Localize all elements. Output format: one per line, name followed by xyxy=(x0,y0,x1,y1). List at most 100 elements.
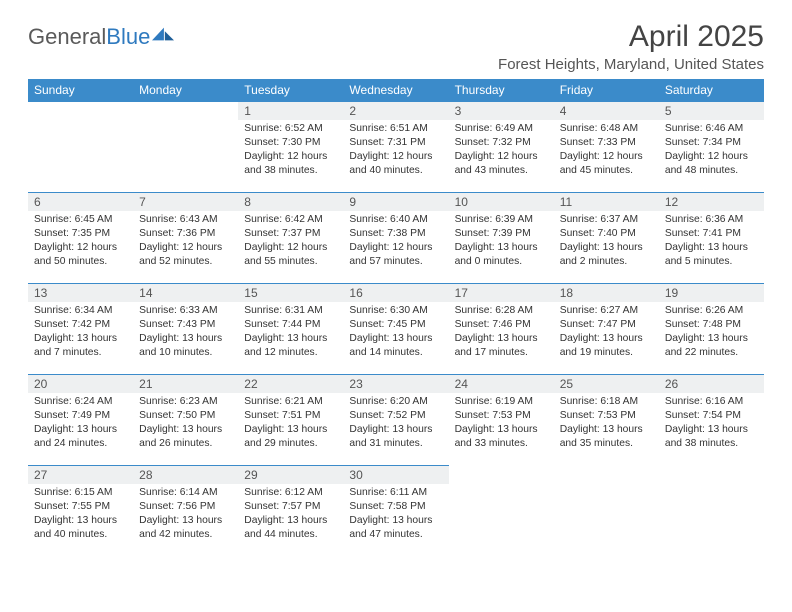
weekday-header: Saturday xyxy=(659,79,764,102)
daylight-line-1: Daylight: 13 hours xyxy=(244,332,337,346)
day-number: 22 xyxy=(238,375,343,393)
calendar-week-row: 1Sunrise: 6:52 AMSunset: 7:30 PMDaylight… xyxy=(28,102,764,193)
weekday-header: Tuesday xyxy=(238,79,343,102)
daylight-line-2: and 19 minutes. xyxy=(560,346,653,360)
daylight-line-2: and 29 minutes. xyxy=(244,437,337,451)
sunrise-text: Sunrise: 6:40 AM xyxy=(349,213,442,227)
sunset-text: Sunset: 7:33 PM xyxy=(560,136,653,150)
calendar-week-row: 27Sunrise: 6:15 AMSunset: 7:55 PMDayligh… xyxy=(28,466,764,557)
sunset-text: Sunset: 7:53 PM xyxy=(455,409,548,423)
daylight-line-1: Daylight: 13 hours xyxy=(560,241,653,255)
daylight-line-2: and 48 minutes. xyxy=(665,164,758,178)
calendar-cell: 17Sunrise: 6:28 AMSunset: 7:46 PMDayligh… xyxy=(449,284,554,375)
calendar-week-row: 6Sunrise: 6:45 AMSunset: 7:35 PMDaylight… xyxy=(28,193,764,284)
location: Forest Heights, Maryland, United States xyxy=(498,56,764,73)
day-number: 2 xyxy=(343,102,448,120)
calendar-cell: 24Sunrise: 6:19 AMSunset: 7:53 PMDayligh… xyxy=(449,375,554,466)
calendar-table: Sunday Monday Tuesday Wednesday Thursday… xyxy=(28,79,764,556)
daylight-line-2: and 14 minutes. xyxy=(349,346,442,360)
daylight-line-2: and 57 minutes. xyxy=(349,255,442,269)
calendar-cell xyxy=(133,102,238,193)
day-number: 25 xyxy=(554,375,659,393)
day-body: Sunrise: 6:48 AMSunset: 7:33 PMDaylight:… xyxy=(554,120,659,182)
sunset-text: Sunset: 7:35 PM xyxy=(34,227,127,241)
daylight-line-1: Daylight: 13 hours xyxy=(244,514,337,528)
day-number: 23 xyxy=(343,375,448,393)
sunrise-text: Sunrise: 6:30 AM xyxy=(349,304,442,318)
sunrise-text: Sunrise: 6:51 AM xyxy=(349,122,442,136)
day-body: Sunrise: 6:12 AMSunset: 7:57 PMDaylight:… xyxy=(238,484,343,546)
day-body: Sunrise: 6:30 AMSunset: 7:45 PMDaylight:… xyxy=(343,302,448,364)
day-number: 11 xyxy=(554,193,659,211)
sunset-text: Sunset: 7:32 PM xyxy=(455,136,548,150)
day-number: 5 xyxy=(659,102,764,120)
calendar-cell: 1Sunrise: 6:52 AMSunset: 7:30 PMDaylight… xyxy=(238,102,343,193)
daylight-line-1: Daylight: 13 hours xyxy=(560,423,653,437)
sunset-text: Sunset: 7:47 PM xyxy=(560,318,653,332)
day-number: 19 xyxy=(659,284,764,302)
daylight-line-1: Daylight: 13 hours xyxy=(455,241,548,255)
calendar-cell: 7Sunrise: 6:43 AMSunset: 7:36 PMDaylight… xyxy=(133,193,238,284)
day-number: 14 xyxy=(133,284,238,302)
calendar-cell: 3Sunrise: 6:49 AMSunset: 7:32 PMDaylight… xyxy=(449,102,554,193)
day-body: Sunrise: 6:37 AMSunset: 7:40 PMDaylight:… xyxy=(554,211,659,273)
daylight-line-2: and 10 minutes. xyxy=(139,346,232,360)
logo-general: General xyxy=(28,24,106,49)
daylight-line-2: and 7 minutes. xyxy=(34,346,127,360)
calendar-cell: 6Sunrise: 6:45 AMSunset: 7:35 PMDaylight… xyxy=(28,193,133,284)
sunset-text: Sunset: 7:30 PM xyxy=(244,136,337,150)
calendar-cell: 10Sunrise: 6:39 AMSunset: 7:39 PMDayligh… xyxy=(449,193,554,284)
day-body: Sunrise: 6:24 AMSunset: 7:49 PMDaylight:… xyxy=(28,393,133,455)
day-number: 27 xyxy=(28,466,133,484)
daylight-line-1: Daylight: 12 hours xyxy=(455,150,548,164)
daylight-line-1: Daylight: 12 hours xyxy=(349,150,442,164)
sunset-text: Sunset: 7:40 PM xyxy=(560,227,653,241)
calendar-cell: 9Sunrise: 6:40 AMSunset: 7:38 PMDaylight… xyxy=(343,193,448,284)
weekday-header: Monday xyxy=(133,79,238,102)
sunset-text: Sunset: 7:38 PM xyxy=(349,227,442,241)
day-number: 7 xyxy=(133,193,238,211)
day-number: 13 xyxy=(28,284,133,302)
calendar-cell: 22Sunrise: 6:21 AMSunset: 7:51 PMDayligh… xyxy=(238,375,343,466)
daylight-line-2: and 38 minutes. xyxy=(244,164,337,178)
sunrise-text: Sunrise: 6:19 AM xyxy=(455,395,548,409)
day-number: 4 xyxy=(554,102,659,120)
calendar-cell: 12Sunrise: 6:36 AMSunset: 7:41 PMDayligh… xyxy=(659,193,764,284)
daylight-line-2: and 35 minutes. xyxy=(560,437,653,451)
sunrise-text: Sunrise: 6:39 AM xyxy=(455,213,548,227)
sunrise-text: Sunrise: 6:49 AM xyxy=(455,122,548,136)
day-body: Sunrise: 6:23 AMSunset: 7:50 PMDaylight:… xyxy=(133,393,238,455)
sunset-text: Sunset: 7:41 PM xyxy=(665,227,758,241)
calendar-cell xyxy=(554,466,659,557)
title-block: April 2025 Forest Heights, Maryland, Uni… xyxy=(498,20,764,73)
page-header: GeneralBlue April 2025 Forest Heights, M… xyxy=(28,20,764,73)
sunrise-text: Sunrise: 6:24 AM xyxy=(34,395,127,409)
daylight-line-1: Daylight: 13 hours xyxy=(244,423,337,437)
sunset-text: Sunset: 7:44 PM xyxy=(244,318,337,332)
day-body: Sunrise: 6:15 AMSunset: 7:55 PMDaylight:… xyxy=(28,484,133,546)
daylight-line-2: and 12 minutes. xyxy=(244,346,337,360)
sunrise-text: Sunrise: 6:14 AM xyxy=(139,486,232,500)
daylight-line-2: and 33 minutes. xyxy=(455,437,548,451)
sunset-text: Sunset: 7:52 PM xyxy=(349,409,442,423)
day-number: 20 xyxy=(28,375,133,393)
calendar-cell: 27Sunrise: 6:15 AMSunset: 7:55 PMDayligh… xyxy=(28,466,133,557)
calendar-cell: 18Sunrise: 6:27 AMSunset: 7:47 PMDayligh… xyxy=(554,284,659,375)
daylight-line-1: Daylight: 12 hours xyxy=(139,241,232,255)
daylight-line-1: Daylight: 13 hours xyxy=(139,332,232,346)
daylight-line-1: Daylight: 13 hours xyxy=(34,332,127,346)
day-body: Sunrise: 6:45 AMSunset: 7:35 PMDaylight:… xyxy=(28,211,133,273)
day-number: 6 xyxy=(28,193,133,211)
sunrise-text: Sunrise: 6:31 AM xyxy=(244,304,337,318)
day-body: Sunrise: 6:14 AMSunset: 7:56 PMDaylight:… xyxy=(133,484,238,546)
calendar-cell: 30Sunrise: 6:11 AMSunset: 7:58 PMDayligh… xyxy=(343,466,448,557)
day-number: 30 xyxy=(343,466,448,484)
day-number: 10 xyxy=(449,193,554,211)
daylight-line-2: and 50 minutes. xyxy=(34,255,127,269)
sunrise-text: Sunrise: 6:21 AM xyxy=(244,395,337,409)
calendar-cell: 13Sunrise: 6:34 AMSunset: 7:42 PMDayligh… xyxy=(28,284,133,375)
sunrise-text: Sunrise: 6:28 AM xyxy=(455,304,548,318)
sunrise-text: Sunrise: 6:18 AM xyxy=(560,395,653,409)
sunrise-text: Sunrise: 6:37 AM xyxy=(560,213,653,227)
day-body: Sunrise: 6:19 AMSunset: 7:53 PMDaylight:… xyxy=(449,393,554,455)
